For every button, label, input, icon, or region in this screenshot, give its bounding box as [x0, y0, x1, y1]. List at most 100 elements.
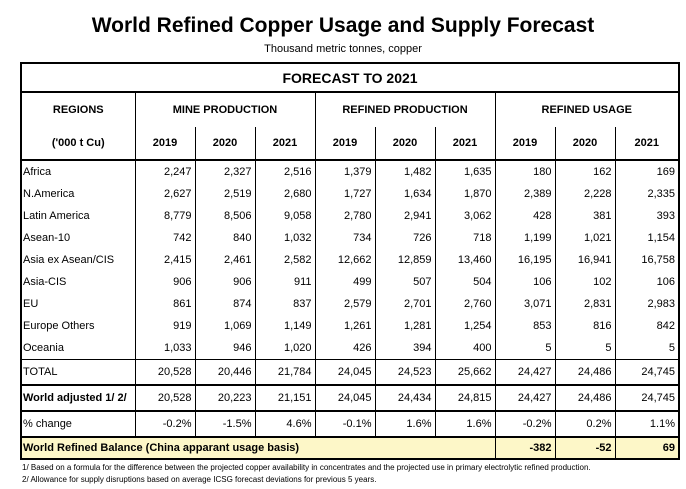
year-header: 2021	[615, 127, 680, 161]
value-cell: 906	[195, 271, 256, 293]
value-cell: 16,195	[495, 249, 556, 271]
unit-header: ('000 t Cu)	[20, 127, 136, 161]
value-cell: 24,745	[615, 384, 680, 411]
value-cell: 8,779	[135, 205, 196, 227]
value-cell: 2,760	[435, 293, 496, 315]
value-cell: 2,780	[315, 205, 376, 227]
value-cell: 840	[195, 227, 256, 249]
value-cell: 69	[615, 436, 680, 460]
change-row: % change -0.2% -1.5% 4.6% -0.1% 1.6% 1.6% -0.2%…	[20, 410, 680, 437]
table-row: N.America 2,627 2,519 2,680 1,727 1,634 1,870 2…	[20, 183, 680, 205]
value-cell: 20,528	[135, 384, 196, 411]
value-cell: 842	[615, 315, 680, 337]
adjusted-row: World adjusted 1/ 2/20,528 20,223 21,151 24…	[20, 384, 680, 411]
value-cell: 1,021	[555, 227, 616, 249]
value-cell: 1,634	[375, 183, 436, 205]
year-header: 2019	[495, 127, 556, 161]
region-label: N.America	[20, 183, 136, 205]
value-cell: 2,680	[255, 183, 316, 205]
table-row: Asean-10 742 840 1,032 734 726 718 1,199 1,021 1,…	[20, 227, 680, 249]
value-cell: 1,482	[375, 160, 436, 183]
year-header: 2020	[195, 127, 256, 161]
value-cell: 24,523	[375, 359, 436, 385]
value-cell: 2,415	[135, 249, 196, 271]
value-cell: 911	[255, 271, 316, 293]
value-cell: 25,662	[435, 359, 496, 385]
value-cell: 2,582	[255, 249, 316, 271]
balance-row: World Refined Balance (China apparant us…	[20, 436, 680, 460]
value-cell: 853	[495, 315, 556, 337]
table-row: Africa 2,247 2,327 2,516 1,379 1,482 1,635 180 1…	[20, 160, 680, 183]
value-cell: 726	[375, 227, 436, 249]
value-cell: 20,528	[135, 359, 196, 385]
footnote-2: 2/ Allowance for supply disruptions base…	[22, 475, 377, 484]
value-cell: 2,228	[555, 183, 616, 205]
value-cell: 504	[435, 271, 496, 293]
value-cell: 1.6%	[375, 410, 436, 437]
value-cell: 5	[495, 337, 556, 360]
value-cell: 507	[375, 271, 436, 293]
value-cell: 1,199	[495, 227, 556, 249]
value-cell: 1,870	[435, 183, 496, 205]
table-row: Europe Others 919 1,069 1,149 1,261 1,281 1,25…	[20, 315, 680, 337]
value-cell: 1,033	[135, 337, 196, 360]
mine-production-header: MINE PRODUCTION	[135, 92, 316, 127]
value-cell: -0.2%	[495, 410, 556, 437]
value-cell: 1,069	[195, 315, 256, 337]
region-label: World Refined Balance (China apparant us…	[20, 436, 496, 460]
value-cell: 4.6%	[255, 410, 316, 437]
value-cell: 1,379	[315, 160, 376, 183]
year-header: 2020	[375, 127, 436, 161]
value-cell: 3,071	[495, 293, 556, 315]
region-label: Asia ex Asean/CIS	[20, 249, 136, 271]
refined-production-header: REFINED PRODUCTION	[315, 92, 496, 127]
region-label: Latin America	[20, 205, 136, 227]
value-cell: 0.2%	[555, 410, 616, 437]
value-cell: -382	[495, 436, 556, 460]
value-cell: 2,831	[555, 293, 616, 315]
value-cell: 919	[135, 315, 196, 337]
value-cell: 1,254	[435, 315, 496, 337]
region-label: Asia-CIS	[20, 271, 136, 293]
value-cell: 499	[315, 271, 376, 293]
value-cell: 20,223	[195, 384, 256, 411]
report-subtitle: Thousand metric tonnes, copper	[264, 43, 422, 55]
year-header: 2019	[135, 127, 196, 161]
region-label: Europe Others	[20, 315, 136, 337]
value-cell: 1.1%	[615, 410, 680, 437]
year-header: 2021	[435, 127, 496, 161]
value-cell: 9,058	[255, 205, 316, 227]
value-cell: -0.1%	[315, 410, 376, 437]
value-cell: 861	[135, 293, 196, 315]
value-cell: 1,261	[315, 315, 376, 337]
value-cell: 2,461	[195, 249, 256, 271]
footnote-1: 1/ Based on a formula for the difference…	[22, 463, 591, 472]
value-cell: 874	[195, 293, 256, 315]
year-header: 2020	[555, 127, 616, 161]
year-header: 2019	[315, 127, 376, 161]
value-cell: 2,627	[135, 183, 196, 205]
value-cell: 2,247	[135, 160, 196, 183]
value-cell: -52	[555, 436, 616, 460]
value-cell: -0.2%	[135, 410, 196, 437]
value-cell: 20,446	[195, 359, 256, 385]
value-cell: 393	[615, 205, 680, 227]
value-cell: 5	[555, 337, 616, 360]
copper-forecast-table: FORECAST TO 2021 REGIONS MINE PRODUCTION…	[20, 62, 680, 460]
value-cell: 1,032	[255, 227, 316, 249]
value-cell: 2,516	[255, 160, 316, 183]
value-cell: 24,815	[435, 384, 496, 411]
value-cell: 734	[315, 227, 376, 249]
value-cell: 2,579	[315, 293, 376, 315]
value-cell: 2,327	[195, 160, 256, 183]
table-row: Asia-CIS 906 906 911 499 507 504 106 102 106	[20, 271, 680, 293]
value-cell: 816	[555, 315, 616, 337]
value-cell: 180	[495, 160, 556, 183]
value-cell: 106	[495, 271, 556, 293]
table-row: Oceania 1,033 946 1,020 426 394 400 5 5 5	[20, 337, 680, 360]
value-cell: 1,635	[435, 160, 496, 183]
value-cell: 5	[615, 337, 680, 360]
value-cell: 2,701	[375, 293, 436, 315]
value-cell: 24,486	[555, 359, 616, 385]
value-cell: 742	[135, 227, 196, 249]
